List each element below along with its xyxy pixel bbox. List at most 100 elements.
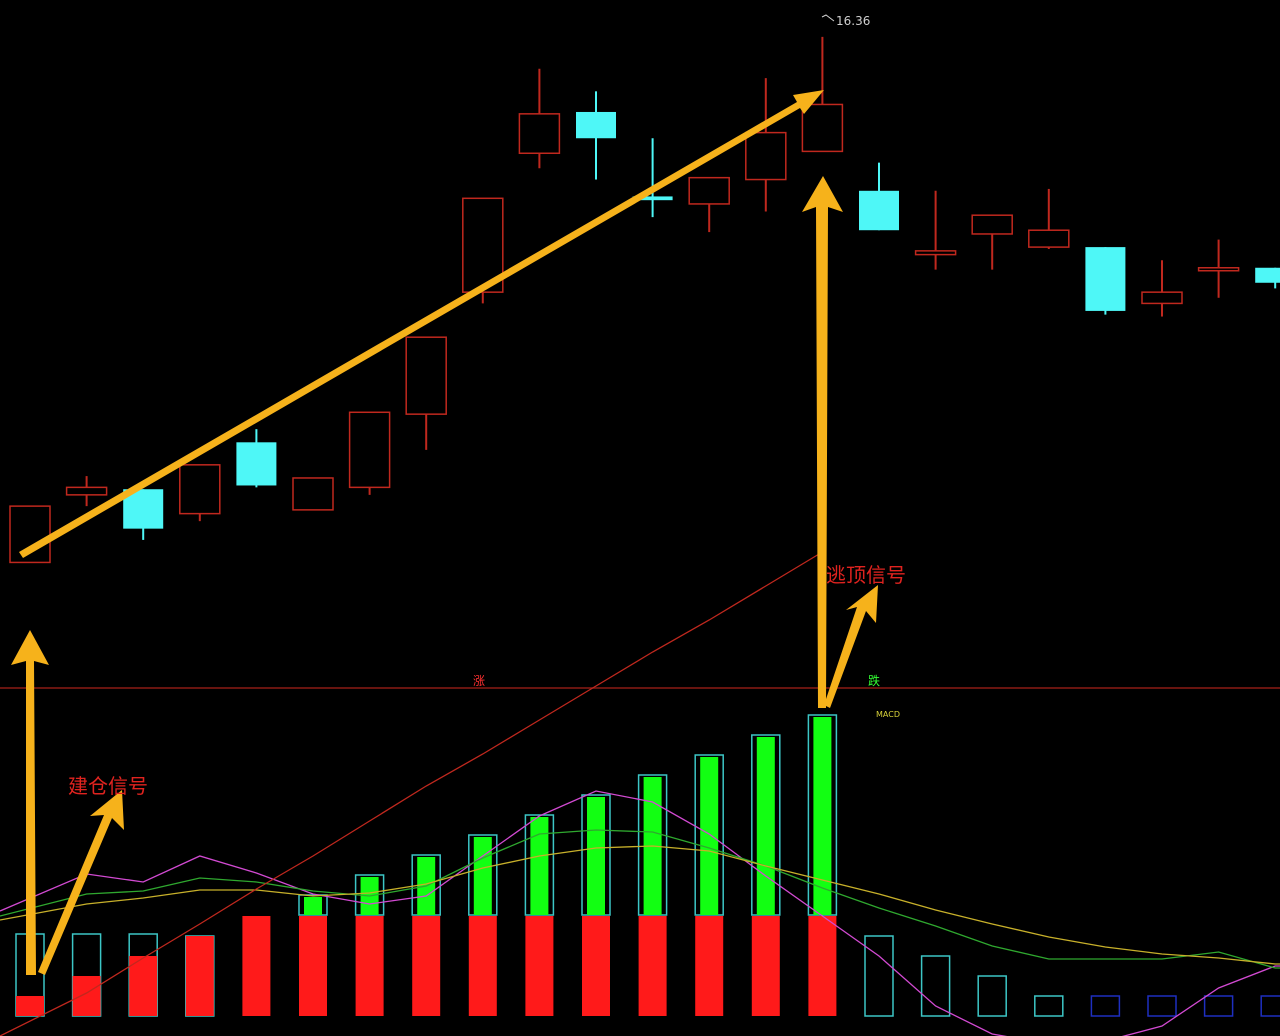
zero-label-fall: 跌: [868, 673, 880, 688]
max-price-marker: 16.36: [821, 14, 870, 28]
candle-body: [65, 486, 108, 496]
macd-bar: [298, 894, 328, 1016]
candle: [518, 68, 561, 169]
macd-bar-outline: [1260, 995, 1280, 1017]
macd-bar: [920, 955, 951, 1017]
macd-bar-red: [16, 996, 44, 1016]
macd-bar-green: [530, 817, 549, 915]
candle: [1085, 247, 1126, 315]
macd-bar-red: [695, 916, 724, 1016]
candle-body: [859, 190, 899, 231]
candle: [1141, 260, 1183, 317]
candle: [348, 411, 391, 495]
macd-bar-outline: [864, 935, 894, 1017]
macd-bar-green: [756, 737, 775, 915]
candle-body: [1255, 267, 1280, 283]
candle-body: [801, 103, 844, 153]
indicator-label: MACD: [876, 710, 900, 719]
candle-body: [405, 336, 447, 415]
macd-bar-red: [185, 936, 214, 1016]
candle-body: [348, 411, 391, 489]
indicator-line-1: [0, 790, 1280, 1036]
candle-body: [632, 196, 673, 201]
macd-bar: [694, 754, 724, 1016]
candle: [914, 190, 957, 270]
macd-bar: [977, 975, 1007, 1017]
candle: [1255, 267, 1280, 289]
macd-bar: [71, 933, 102, 1017]
indicator-line-4: [0, 551, 823, 1036]
indicator-line-3: [0, 845, 1280, 965]
candle-body: [1085, 247, 1126, 311]
macd-bar: [524, 814, 555, 1016]
macd-bar-red: [808, 916, 837, 1016]
macd-bar-red: [299, 916, 327, 1016]
macd-bar-outline: [920, 955, 951, 1017]
macd-bar: [1203, 995, 1234, 1017]
candle-body: [179, 464, 221, 515]
annotation-arrows: [11, 90, 878, 975]
exit-signal-label: 逃顶信号: [826, 563, 906, 587]
macd-bar: [864, 935, 894, 1017]
macd-bar-outline: [1034, 995, 1064, 1017]
entry-arrow-diagonal: [38, 790, 124, 975]
indicator-lines: [0, 551, 1280, 1036]
macd-bar: [807, 714, 838, 1016]
candle: [405, 336, 447, 450]
indicator-line-2: [0, 829, 1280, 969]
candle: [292, 477, 334, 511]
candle-body: [745, 131, 787, 181]
macd-bar: [1090, 995, 1121, 1017]
macd-bar-red: [412, 916, 441, 1016]
exit-arrow-diagonal: [824, 585, 878, 708]
macd-bar-green: [473, 837, 492, 915]
trend-arrow: [19, 90, 824, 558]
macd-bar: [581, 794, 611, 1016]
max-price-leader: [821, 14, 835, 22]
candle: [688, 176, 730, 233]
max-price-label: 16.36: [836, 14, 870, 28]
candle-body: [236, 442, 277, 486]
macd-bar-red: [525, 916, 554, 1016]
macd-bar-red: [582, 916, 610, 1016]
macd-bar-green: [700, 757, 719, 915]
macd-bar-red: [638, 916, 667, 1016]
macd-bar: [1147, 995, 1177, 1017]
candle-body: [518, 113, 561, 155]
macd-bar: [242, 916, 271, 1016]
macd-bar-red: [72, 976, 101, 1016]
macd-bar-outline: [1147, 995, 1177, 1017]
macd-bar: [1034, 995, 1064, 1017]
macd-bar-outline: [1203, 995, 1234, 1017]
candle: [632, 138, 673, 218]
candle-body: [292, 477, 334, 511]
macd-bar: [128, 933, 158, 1017]
macd-bar-outline: [1090, 995, 1121, 1017]
candle-body: [1197, 267, 1240, 272]
candle-body: [1028, 229, 1070, 248]
candle: [801, 36, 844, 153]
candle: [179, 464, 221, 522]
candle: [576, 91, 616, 180]
macd-bar: [751, 734, 781, 1016]
macd-bar-outline: [977, 975, 1007, 1017]
macd-bar: [185, 935, 215, 1017]
macd-bar: [1260, 995, 1280, 1017]
macd-bar-green: [813, 717, 832, 915]
candle: [236, 429, 277, 488]
candle: [65, 476, 108, 507]
macd-bar-green: [587, 797, 605, 915]
candle: [971, 214, 1013, 270]
candle-body: [688, 176, 730, 205]
candle: [745, 78, 787, 212]
macd-bar-red: [129, 956, 158, 1016]
candle: [859, 162, 899, 231]
candle-body: [971, 214, 1013, 235]
macd-histogram: [15, 714, 1280, 1017]
entry-arrow-up: [11, 630, 49, 975]
macd-bar-red: [468, 916, 497, 1016]
candle: [1197, 239, 1240, 298]
candle-body: [914, 250, 957, 256]
